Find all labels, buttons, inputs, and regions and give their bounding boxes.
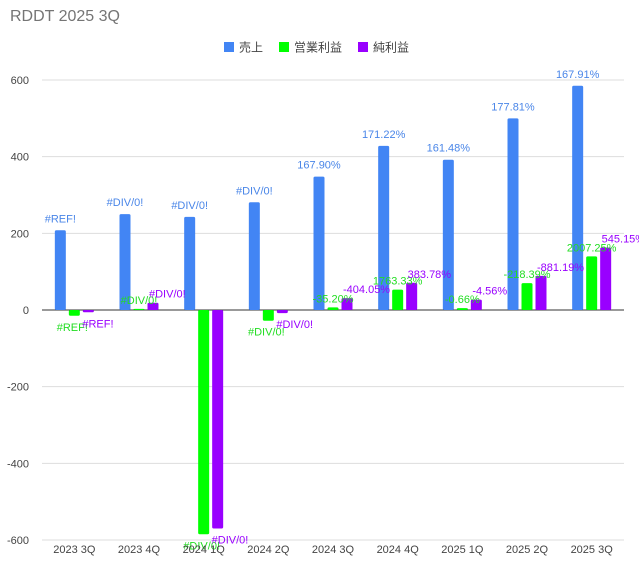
data-label: #DIV/0! bbox=[183, 540, 220, 552]
data-label: 383.78% bbox=[408, 269, 452, 281]
bar bbox=[248, 202, 260, 310]
data-label: -35.20% bbox=[313, 293, 354, 305]
data-labels: #REF!#DIV/0! #DIV/0!#DIV/0!167.90%171.22%… bbox=[45, 69, 639, 553]
bar bbox=[507, 118, 519, 310]
data-label: #REF! bbox=[82, 318, 113, 330]
bar bbox=[470, 299, 482, 310]
x-tick-label: 2025 1Q bbox=[441, 544, 484, 556]
data-label: 545.15% bbox=[602, 234, 639, 246]
x-tick-label: 2024 3Q bbox=[312, 544, 355, 556]
data-label: -881.19% bbox=[537, 262, 584, 274]
bar bbox=[341, 298, 353, 310]
data-label: #REF! bbox=[57, 322, 88, 334]
bar bbox=[572, 85, 584, 310]
legend-swatch bbox=[279, 42, 289, 52]
x-tick-label: 2025 3Q bbox=[571, 544, 614, 556]
bars bbox=[54, 85, 612, 535]
bar bbox=[406, 282, 418, 310]
x-tick-label: 2024 1Q bbox=[183, 544, 226, 556]
y-tick-label: 400 bbox=[11, 152, 29, 164]
legend-swatch bbox=[224, 42, 234, 52]
legend-item: 売上 bbox=[239, 40, 263, 55]
bar bbox=[82, 310, 94, 313]
legend-swatch bbox=[358, 42, 368, 52]
bar bbox=[392, 289, 404, 310]
data-label: 2007.25% bbox=[567, 242, 617, 254]
data-label: -404.05% bbox=[343, 284, 390, 296]
data-label: 167.90% bbox=[297, 160, 341, 172]
data-label: 1763.33% bbox=[373, 276, 423, 288]
bar bbox=[133, 308, 145, 310]
y-tick-label: 0 bbox=[23, 305, 29, 317]
bar bbox=[68, 310, 80, 316]
bar bbox=[535, 275, 547, 310]
x-axis: 2023 3Q 2023 4Q 2024 1Q 2024 2Q 2024 3Q 2024 … bbox=[53, 544, 613, 556]
bar bbox=[442, 159, 454, 310]
bar bbox=[198, 310, 210, 535]
data-label: 177.81% bbox=[491, 101, 535, 113]
x-tick-label: 2024 2Q bbox=[247, 544, 290, 556]
data-label: 161.48% bbox=[427, 143, 471, 155]
data-label: 171.22% bbox=[362, 129, 406, 141]
bar bbox=[586, 256, 598, 310]
bar bbox=[456, 308, 468, 310]
y-tick-label: -600 bbox=[7, 535, 29, 547]
data-label: #DIV/0! bbox=[171, 200, 208, 212]
y-axis: -600 -400 -200 0 200 400 600 bbox=[7, 75, 29, 547]
bar bbox=[276, 310, 288, 314]
data-label: -4.56% bbox=[472, 286, 507, 298]
bar bbox=[262, 310, 274, 321]
bar bbox=[327, 307, 339, 310]
data-label: #DIV/0! bbox=[149, 289, 186, 301]
bar bbox=[54, 230, 66, 310]
data-label: #REF! bbox=[45, 213, 76, 225]
data-label: #DIV/0! bbox=[236, 185, 273, 197]
x-tick-label: 2025 2Q bbox=[506, 544, 549, 556]
data-label: #DIV/0! bbox=[121, 295, 158, 307]
x-tick-label: 2023 4Q bbox=[118, 544, 161, 556]
bar bbox=[119, 214, 131, 310]
data-label: 167.91% bbox=[556, 69, 600, 81]
legend-item: 純利益 bbox=[373, 41, 409, 55]
y-tick-label: 200 bbox=[11, 228, 29, 240]
data-label: #DIV/0! bbox=[212, 535, 249, 547]
legend-item: 営業利益 bbox=[294, 41, 342, 55]
bar bbox=[313, 176, 325, 310]
bar bbox=[212, 310, 224, 529]
x-tick-label: 2023 3Q bbox=[53, 544, 96, 556]
data-label: #DIV/0! bbox=[276, 319, 313, 331]
chart-title: RDDT 2025 3Q bbox=[10, 8, 120, 25]
data-label: #DIV/0! bbox=[248, 327, 285, 339]
y-tick-label: -400 bbox=[7, 458, 29, 470]
bar bbox=[600, 247, 612, 310]
bar bbox=[184, 216, 196, 310]
y-tick-label: 600 bbox=[11, 75, 29, 87]
y-tick-label: -200 bbox=[7, 382, 29, 394]
data-label: -0.66% bbox=[445, 294, 480, 306]
data-label: -218.39% bbox=[503, 269, 550, 281]
bar bbox=[147, 302, 159, 310]
bar bbox=[521, 283, 533, 310]
bar bbox=[378, 145, 390, 310]
x-tick-label: 2024 4Q bbox=[377, 544, 420, 556]
legend: 売上 営業利益 純利益 bbox=[224, 40, 409, 55]
data-label: #DIV/0! bbox=[107, 197, 144, 209]
